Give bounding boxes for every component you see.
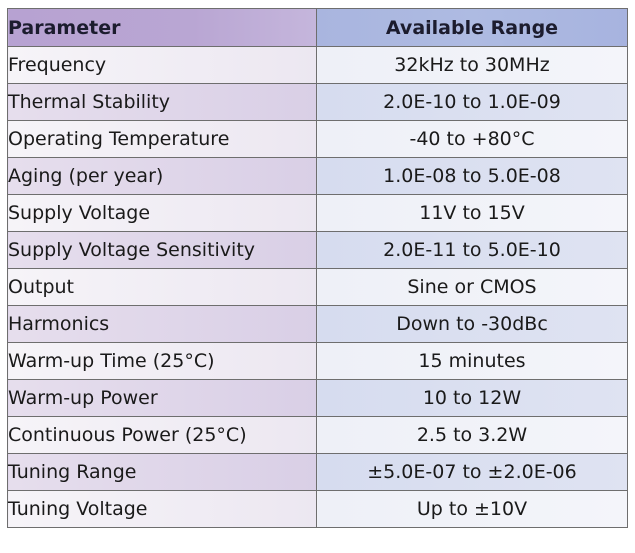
range-cell: 10 to 12W <box>316 379 628 417</box>
table-row: Output Sine or CMOS <box>7 268 628 306</box>
table-row: Warm-up Time (25°C) 15 minutes <box>7 342 628 380</box>
range-cell: 15 minutes <box>316 342 628 380</box>
range-cell: 2.5 to 3.2W <box>316 416 628 454</box>
table-row: Thermal Stability 2.0E-10 to 1.0E-09 <box>7 83 628 121</box>
range-cell: 1.0E-08 to 5.0E-08 <box>316 157 628 195</box>
table-row: Harmonics Down to -30dBc <box>7 305 628 343</box>
parameter-cell: Tuning Voltage <box>7 490 317 528</box>
parameter-cell: Supply Voltage Sensitivity <box>7 231 317 269</box>
range-cell: 11V to 15V <box>316 194 628 232</box>
table-row: Aging (per year) 1.0E-08 to 5.0E-08 <box>7 157 628 195</box>
header-parameter: Parameter <box>7 8 317 47</box>
parameter-cell: Warm-up Power <box>7 379 317 417</box>
spec-table: Parameter Available Range Frequency 32kH… <box>7 8 628 528</box>
parameter-cell: Output <box>7 268 317 306</box>
parameter-cell: Harmonics <box>7 305 317 343</box>
range-cell: 2.0E-11 to 5.0E-10 <box>316 231 628 269</box>
parameter-cell: Thermal Stability <box>7 83 317 121</box>
table-row: Warm-up Power 10 to 12W <box>7 379 628 417</box>
table-row: Operating Temperature -40 to +80°C <box>7 120 628 158</box>
parameter-cell: Continuous Power (25°C) <box>7 416 317 454</box>
table-row: Supply Voltage Sensitivity 2.0E-11 to 5.… <box>7 231 628 269</box>
range-cell: ±5.0E-07 to ±2.0E-06 <box>316 453 628 491</box>
parameter-cell: Tuning Range <box>7 453 317 491</box>
range-cell: Sine or CMOS <box>316 268 628 306</box>
parameter-cell: Operating Temperature <box>7 120 317 158</box>
table-row: Tuning Range ±5.0E-07 to ±2.0E-06 <box>7 453 628 491</box>
range-cell: 32kHz to 30MHz <box>316 46 628 84</box>
table-row: Frequency 32kHz to 30MHz <box>7 46 628 84</box>
table-row: Tuning Voltage Up to ±10V <box>7 490 628 528</box>
table-row: Supply Voltage 11V to 15V <box>7 194 628 232</box>
table-header-row: Parameter Available Range <box>7 8 628 47</box>
parameter-cell: Frequency <box>7 46 317 84</box>
range-cell: Up to ±10V <box>316 490 628 528</box>
spec-table-container: Parameter Available Range Frequency 32kH… <box>7 8 628 528</box>
parameter-cell: Supply Voltage <box>7 194 317 232</box>
range-cell: -40 to +80°C <box>316 120 628 158</box>
range-cell: 2.0E-10 to 1.0E-09 <box>316 83 628 121</box>
table-row: Continuous Power (25°C) 2.5 to 3.2W <box>7 416 628 454</box>
header-available-range: Available Range <box>316 8 628 47</box>
parameter-cell: Warm-up Time (25°C) <box>7 342 317 380</box>
parameter-cell: Aging (per year) <box>7 157 317 195</box>
range-cell: Down to -30dBc <box>316 305 628 343</box>
